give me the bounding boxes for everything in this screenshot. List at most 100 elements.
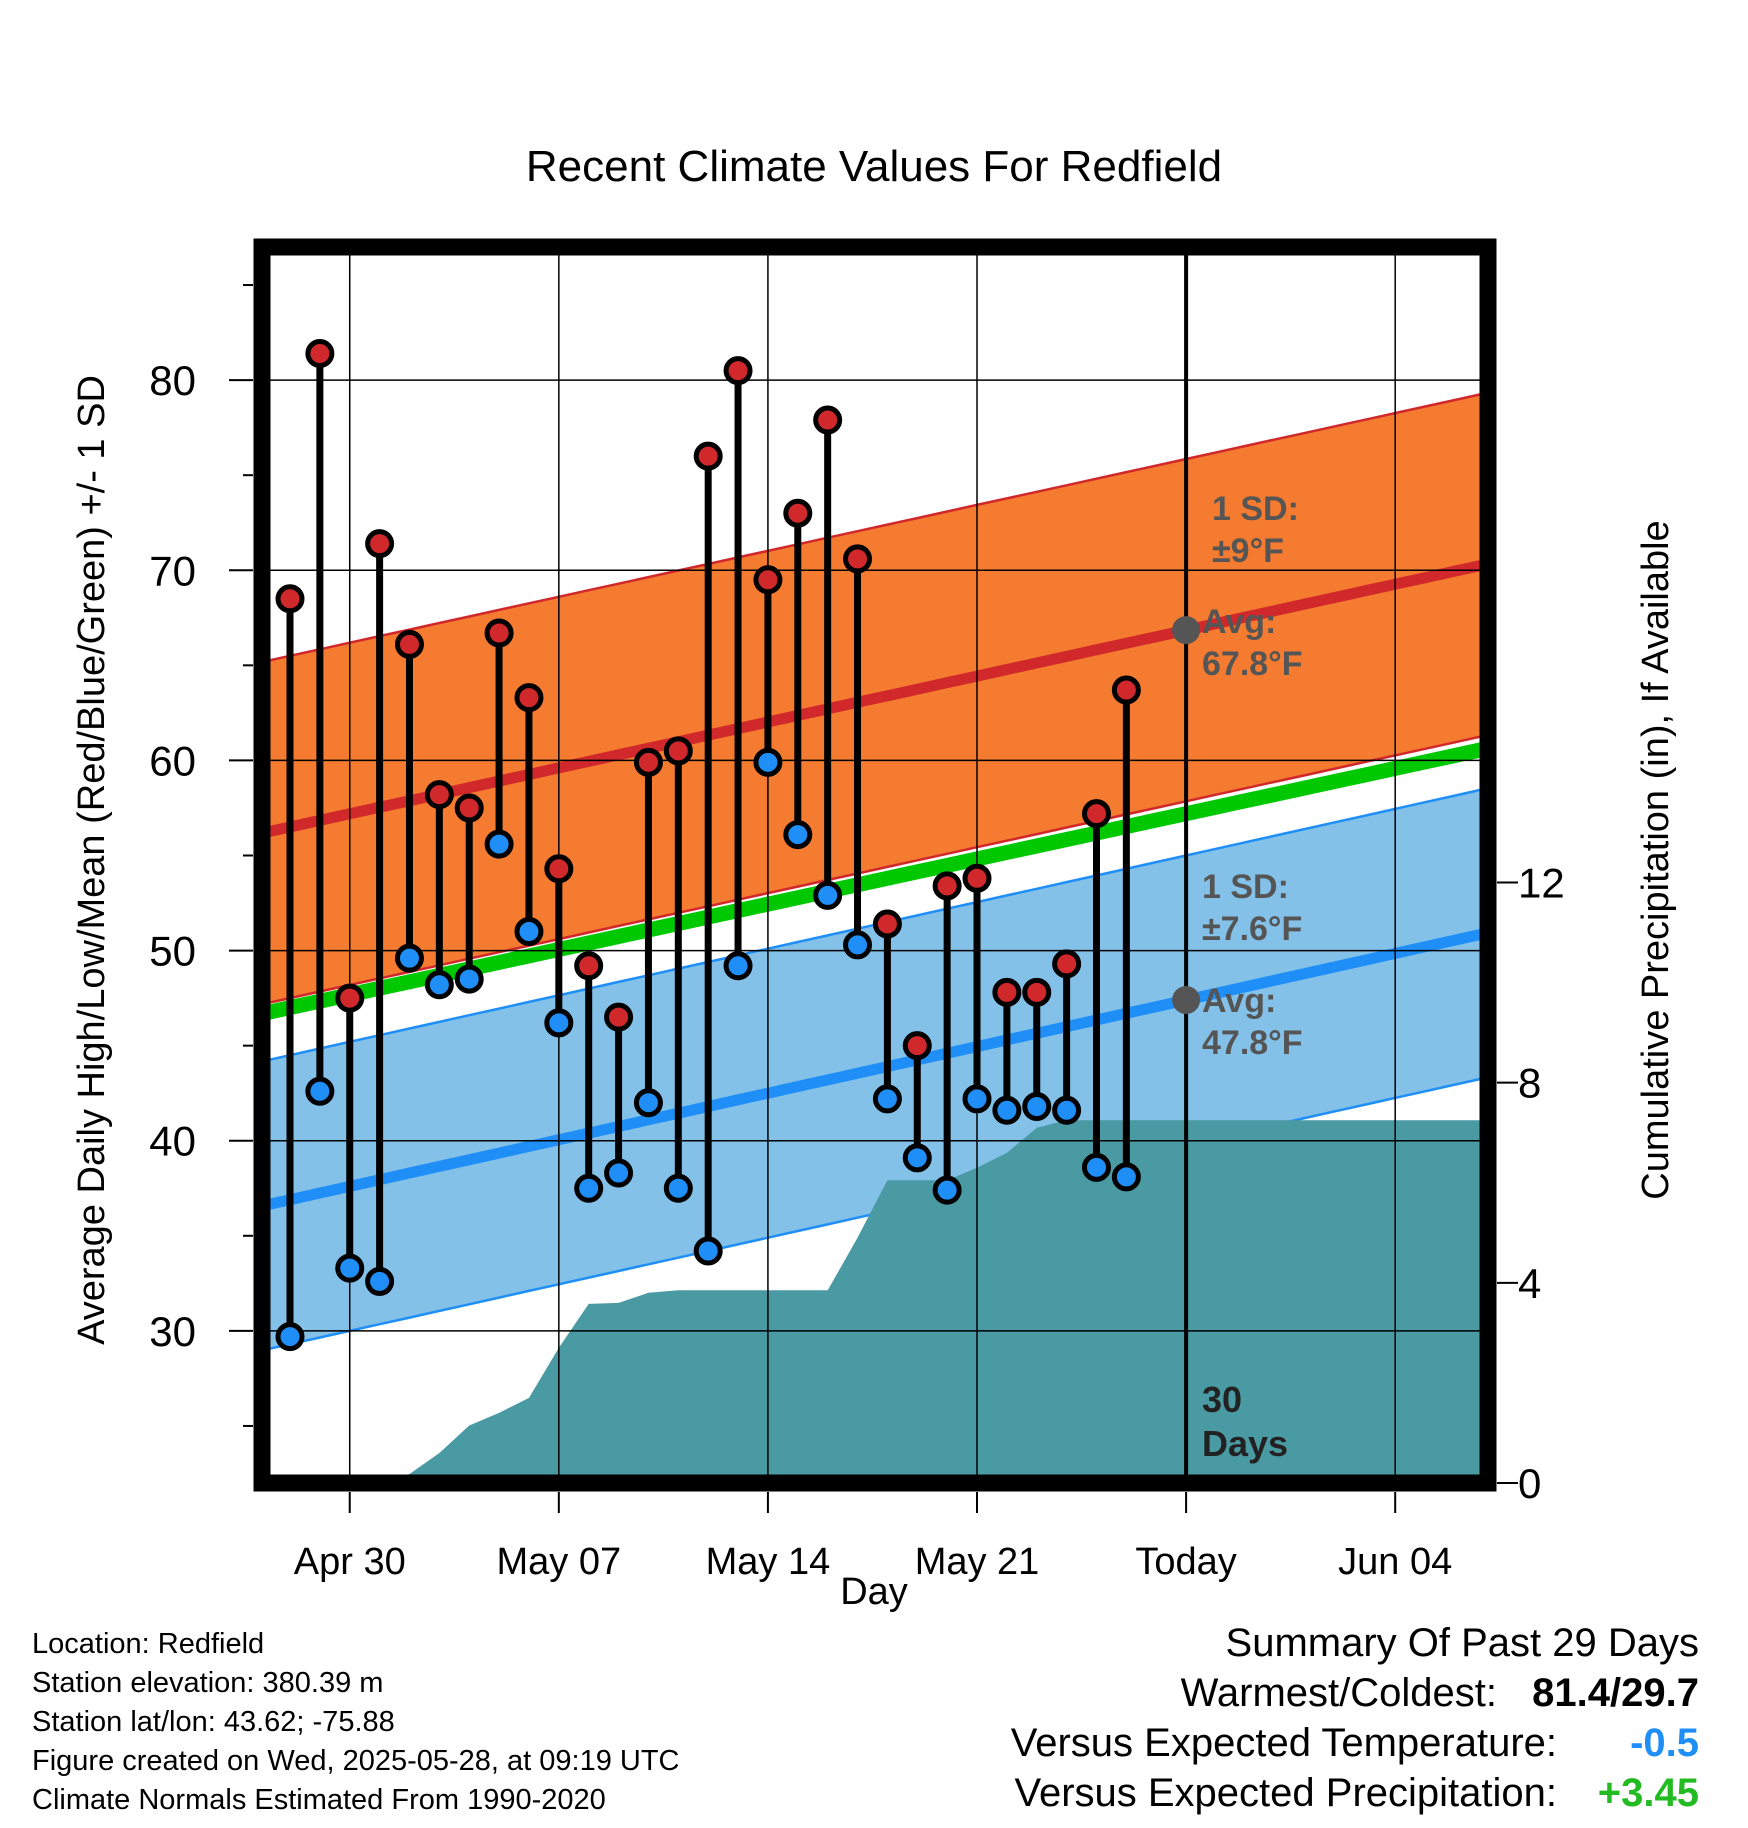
daily-high-point [574,951,604,981]
daily-high-point [394,629,424,659]
y-tick-label: 60 [149,737,196,784]
low-avg-value: 47.8°F [1202,1024,1303,1062]
daily-low-point [932,1175,962,1205]
y2-tick-label: 12 [1518,860,1565,907]
daily-low-point [902,1143,932,1173]
warmest-coldest-row: Warmest/Coldest: 81.4/29.7 [1011,1668,1699,1718]
x-tick-label: May 14 [706,1541,831,1583]
daily-high-point [275,584,305,614]
x-tick-label: May 07 [497,1541,622,1583]
y-tick-label: 30 [149,1308,196,1355]
daily-low-point [1081,1152,1111,1182]
daily-low-point [604,1158,634,1188]
created-text: Figure created on Wed, 2025-05-28, at 09… [32,1745,680,1777]
daily-low-point [783,820,813,850]
daily-low-point [693,1236,723,1266]
daily-low-point [305,1076,335,1106]
latlon-text: Station lat/lon: 43.62; -75.88 [32,1706,395,1738]
temp-departure-label: Versus Expected Temperature: [1010,1721,1557,1765]
temp-departure-value: -0.5 [1630,1721,1699,1765]
daily-high-point [932,871,962,901]
daily-high-point [872,909,902,939]
daily-low-point [394,943,424,973]
today-low-avg-marker [1172,986,1201,1015]
daily-high-point [723,356,753,386]
daily-low-point [872,1084,902,1114]
warmest-coldest-label: Warmest/Coldest: [1180,1671,1497,1715]
station-info: Location: Redfield Station elevation: 38… [32,1625,680,1820]
daily-high-point [693,441,723,471]
x-tick-label: Apr 30 [294,1541,406,1583]
daily-high-point [454,793,484,823]
y-tick-label: 40 [149,1118,196,1165]
summary-panel: Summary Of Past 29 Days Warmest/Coldest:… [1011,1618,1699,1818]
daily-low-point [663,1173,693,1203]
y-tick-label: 80 [149,357,196,404]
elevation-text: Station elevation: 380.39 m [32,1667,384,1699]
low-sd-value: ±7.6°F [1202,910,1302,948]
daily-high-point [305,338,335,368]
daily-high-point [902,1031,932,1061]
low-avg-label: Avg: [1202,982,1276,1020]
location-text: Location: Redfield [32,1628,265,1660]
today-high-avg-marker [1172,616,1201,645]
daily-low-point [753,747,783,777]
window-days-unit: Days [1202,1423,1288,1464]
daily-high-point [663,736,693,766]
daily-high-point [783,498,813,528]
y2-axis-label: Cumulative Precipitation (in), If Availa… [1635,520,1677,1199]
precip-departure-value: +3.45 [1597,1771,1699,1815]
precip-departure-label: Versus Expected Precipitation: [1014,1771,1557,1815]
daily-low-point [962,1084,992,1114]
daily-high-point [544,854,574,884]
daily-high-point [484,618,514,648]
daily-high-point [514,683,544,713]
daily-low-point [633,1088,663,1118]
daily-high-point [843,544,873,574]
low-sd-label: 1 SD: [1202,868,1289,906]
plot-frame [253,238,1497,1492]
daily-low-point [1052,1095,1082,1125]
y2-tick-label: 4 [1518,1260,1541,1307]
daily-low-point [544,1008,574,1038]
daily-high-point [633,747,663,777]
daily-low-point [335,1253,365,1283]
daily-high-point [365,529,395,559]
daily-high-point [813,405,843,435]
daily-low-point [723,951,753,981]
daily-low-point [1022,1091,1052,1121]
climate-chart: Recent Climate Values For Redfield 1 SD:… [71,142,1677,1613]
daily-high-point [753,565,783,595]
daily-low-point [514,917,544,947]
daily-high-point [1022,977,1052,1007]
plot-area: 1 SD: ±9°F Avg: 67.8°F 1 SD: ±7.6°F Avg: 47.8°F… [262,247,1488,1483]
y-tick-label: 70 [149,547,196,594]
daily-low-point [484,829,514,859]
daily-high-point [962,863,992,893]
daily-high-point [1052,949,1082,979]
precip-departure-row: Versus Expected Precipitation: +3.45 [1011,1768,1699,1818]
chart-title: Recent Climate Values For Redfield [526,142,1222,191]
y2-tick-label: 8 [1518,1060,1541,1107]
x-tick-label: Today [1135,1541,1236,1583]
daily-high-point [992,977,1022,1007]
y2-tick-label: 0 [1518,1460,1541,1507]
temp-departure-row: Versus Expected Temperature: -0.5 [1011,1718,1699,1768]
high-sd-label: 1 SD: [1212,490,1299,528]
daily-high-point [424,780,454,810]
normal-high-line [262,558,1488,839]
daily-low-point [992,1095,1022,1125]
y-axis-label: Average Daily High/Low/Mean (Red/Blue/Gr… [71,375,113,1345]
high-sd-upper-line [262,391,1488,664]
high-avg-value: 67.8°F [1202,645,1303,683]
x-axis-label: Day [840,1571,908,1613]
high-avg-label: Avg: [1202,603,1276,641]
daily-low-point [574,1173,604,1203]
daily-low-point [843,930,873,960]
x-tick-label: May 21 [915,1541,1040,1583]
daily-high-point [335,983,365,1013]
y-tick-label: 50 [149,928,196,975]
daily-high-point [1111,675,1141,705]
daily-low-point [1111,1162,1141,1192]
daily-low-point [424,970,454,1000]
